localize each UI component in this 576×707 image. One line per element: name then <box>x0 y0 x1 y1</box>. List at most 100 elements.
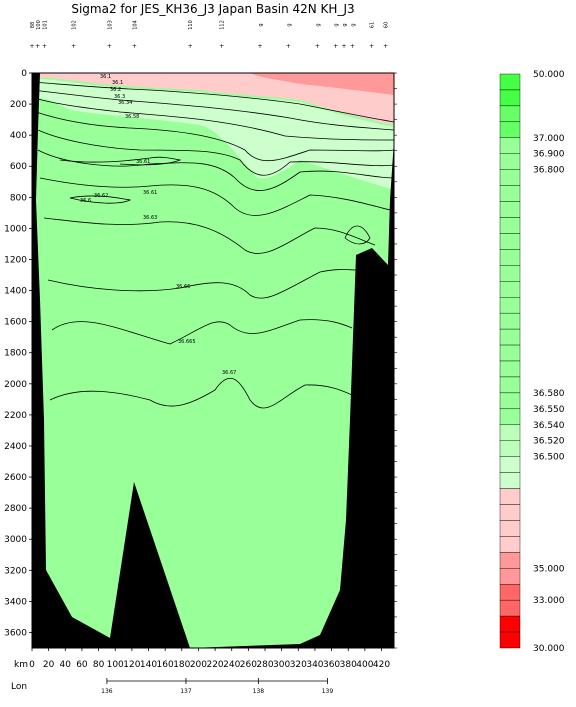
station-label: g <box>342 23 348 26</box>
station-label: 103 <box>107 20 113 30</box>
colorbar-cell <box>499 265 521 282</box>
colorbar-cell <box>499 631 521 649</box>
colorbar-cell <box>499 89 521 107</box>
colorbar-label: 36.900 <box>533 150 565 160</box>
colorbar-cell <box>499 615 521 633</box>
colorbar-cell <box>499 599 521 617</box>
y-tick-label: 3000 <box>4 535 27 545</box>
colorbar-cell <box>499 217 521 234</box>
station-label: g <box>334 23 340 26</box>
y-tick-label: 1800 <box>4 349 27 359</box>
y-tick-label: 2000 <box>4 380 27 390</box>
colorbar-cell <box>499 73 521 91</box>
x-tick-label: 160 <box>157 660 174 670</box>
x-tick-label: 0 <box>29 660 35 670</box>
contour-labels: 36.1 36.1 36.2 36.3 36.34 36.58 36.61 36… <box>80 74 236 376</box>
contour-label: 36.2 <box>110 87 121 93</box>
contour-line <box>47 269 357 299</box>
contour-label: 36.1 <box>100 74 111 80</box>
lon-axis: 136 137 138 139 <box>101 678 333 695</box>
x-tick-label: 60 <box>76 660 88 670</box>
colorbar-cell <box>499 568 521 585</box>
station-plus: + <box>29 43 34 50</box>
colorbar-cell <box>499 121 521 138</box>
x-tick-label: 120 <box>123 660 140 670</box>
contour-label: 36.58 <box>125 114 139 120</box>
contour-lines <box>31 81 395 409</box>
x-tick-label: 420 <box>373 660 390 670</box>
station-label: g <box>286 23 292 26</box>
station-plus: + <box>342 43 347 50</box>
contour-line <box>59 156 182 166</box>
right-wall <box>190 73 394 648</box>
station-plus: + <box>219 43 224 50</box>
station-label: g <box>350 23 356 26</box>
colorbar-label: 33.000 <box>533 596 565 606</box>
contour-label: 36.66 <box>176 284 190 290</box>
x-tick-label: 220 <box>206 660 223 670</box>
contour-line <box>37 149 395 191</box>
station-label: g <box>258 23 264 26</box>
lon-tick-label: 137 <box>180 688 192 695</box>
x-tick-label: 240 <box>223 660 240 670</box>
surface-pink-layer <box>32 73 394 125</box>
colorbar-cell <box>499 584 521 601</box>
station-label: 60 <box>384 22 390 28</box>
colorbar-label: 36.500 <box>533 453 565 463</box>
chart-title: Sigma2 for JES_KH36_J3 Japan Basin 42N K… <box>71 2 354 16</box>
colorbar-cell <box>499 328 521 346</box>
x-tick-label: 80 <box>93 660 105 670</box>
colorbar-cell <box>499 153 521 170</box>
y-tick-label: 1400 <box>4 287 27 297</box>
station-plus: + <box>42 43 47 50</box>
colorbar-cell <box>499 169 521 186</box>
y-tick-label: 1200 <box>4 255 27 265</box>
contour-line <box>35 111 395 162</box>
station-label: 101 <box>42 20 48 30</box>
x-tick-label: 260 <box>240 660 257 670</box>
x-tick-label: 20 <box>43 660 55 670</box>
contour-line <box>69 195 132 204</box>
station-label: 100 <box>36 20 42 30</box>
y-tick-label: 1000 <box>4 224 27 234</box>
y-tick-label: 600 <box>10 162 27 172</box>
plot-area: 36.1 36.1 36.2 36.3 36.34 36.58 36.61 36… <box>31 72 395 649</box>
station-plus: + <box>71 43 76 50</box>
y-tick-label: 3200 <box>4 566 27 576</box>
contour-line <box>37 129 395 176</box>
x-tick-label: 360 <box>323 660 340 670</box>
x-tick-label: 320 <box>290 660 307 670</box>
contour-line <box>31 81 395 123</box>
y-tick-label: 2400 <box>4 442 27 452</box>
colorbar-cell <box>499 520 521 537</box>
x-tick-label: 280 <box>256 660 273 670</box>
colorbar-label: 36.540 <box>533 421 565 431</box>
station-plus: + <box>383 43 388 50</box>
colorbar-cell <box>499 392 521 410</box>
x-tick-label: 340 <box>306 660 323 670</box>
station-plus: + <box>350 43 355 50</box>
lon-tick-label: 138 <box>253 688 265 695</box>
contour-label: 36.61 <box>136 159 150 165</box>
x-tick-label: 300 <box>273 660 290 670</box>
y-tick-label: 2800 <box>4 504 27 514</box>
x-tick-label: 100 <box>107 660 124 670</box>
lon-tick-label: 139 <box>322 688 334 695</box>
colorbar-label: 50.000 <box>533 70 565 80</box>
colorbar-cell <box>499 201 521 218</box>
y-tick-label: 1600 <box>4 318 27 328</box>
colorbar-cell <box>499 424 521 441</box>
colorbar-cell <box>499 472 521 489</box>
station-plus: + <box>333 43 338 50</box>
x-tick-label: 200 <box>190 660 207 670</box>
colorbar-label: 36.550 <box>533 405 565 415</box>
lon-axis-label: Lon <box>11 682 27 692</box>
station-label: g <box>315 23 321 26</box>
y-tick-label: 800 <box>10 193 27 203</box>
contour-label: 36.67 <box>222 370 236 376</box>
station-plus: + <box>188 43 193 50</box>
contour-label: 36.63 <box>143 215 157 221</box>
colorbar: 50.000 37.000 36.900 36.800 36.580 36.550 36.5… <box>499 70 565 654</box>
y-tick-label: 0 <box>21 69 27 79</box>
